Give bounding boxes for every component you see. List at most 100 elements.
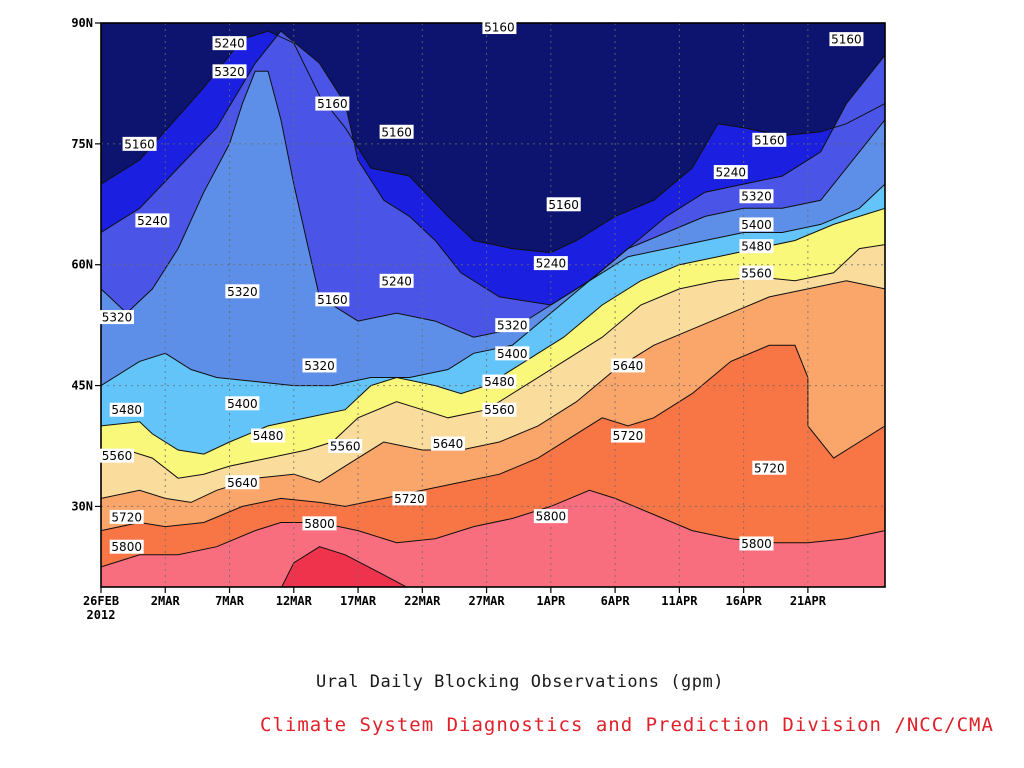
contour-label-text: 5160 (831, 33, 862, 47)
contour-label-text: 5400 (227, 397, 258, 411)
contour-label-box (752, 132, 787, 147)
x-tick-label: 2MAR (151, 594, 181, 608)
x-tick-label: 11APR (661, 594, 698, 608)
contour-labels: 5160 5240 5320 5160 5160 5160 5160 5160 5160 5240… (100, 20, 864, 554)
contour-label-text: 5320 (214, 65, 245, 79)
contour-label: 5160 (482, 20, 517, 35)
contour-label: 5640 (225, 475, 260, 490)
contour-label-text: 5560 (102, 449, 133, 463)
contour-label-box (212, 64, 247, 79)
contour-label: 5560 (328, 439, 363, 454)
contour-label-text: 5160 (548, 198, 579, 212)
y-tick-label: 30N (71, 499, 93, 513)
contour-label-text: 5640 (613, 359, 644, 373)
contour-label: 5640 (610, 358, 645, 373)
contour-label-text: 5160 (754, 133, 785, 147)
contour-label: 5640 (431, 436, 466, 451)
contour-label: 5160 (829, 32, 864, 47)
contour-line (101, 207, 885, 455)
contour-label-text: 5160 (381, 125, 412, 139)
contour-label-box (109, 539, 144, 554)
contour-label: 5240 (713, 165, 748, 180)
contour-label: 5720 (752, 460, 787, 475)
contour-label: 5160 (546, 197, 581, 212)
contour-label: 5320 (225, 284, 260, 299)
contour-label: 5560 (482, 402, 517, 417)
contour-label-text: 5800 (111, 540, 142, 554)
contour-label-text: 5240 (715, 166, 746, 180)
contour-label-text: 5240 (137, 214, 168, 228)
contour-label-box (225, 475, 260, 490)
contour-label: 5320 (739, 189, 774, 204)
contour-label-text: 5720 (394, 492, 425, 506)
contour-label: 5320 (495, 318, 530, 333)
contour-label: 5800 (739, 536, 774, 551)
contour-label-box (546, 197, 581, 212)
contour-label-text: 5720 (613, 429, 644, 443)
contour-label-box (392, 491, 427, 506)
contour-label-box (482, 402, 517, 417)
x-tick-label: 17MAR (340, 594, 377, 608)
contour-label: 5240 (379, 273, 414, 288)
chart-title: Ural Daily Blocking Observations (gpm) (316, 672, 724, 692)
contour-label: 5240 (135, 213, 170, 228)
contour-label-box (122, 136, 157, 151)
contour-label: 5560 (100, 448, 134, 463)
x-year-label: 2012 (87, 608, 116, 622)
contour-label: 5720 (392, 491, 427, 506)
contour-label: 5240 (212, 36, 247, 51)
contour-label: 5160 (122, 136, 157, 151)
contour-label-text: 5560 (330, 440, 361, 454)
y-axis: 30N 45N 60N 75N 90N (71, 16, 101, 513)
contour-label-text: 5720 (111, 510, 142, 524)
contour-label-text: 5720 (754, 461, 785, 475)
contour-label-text: 5640 (227, 476, 258, 490)
x-tick-label: 7MAR (215, 594, 245, 608)
x-tick-label: 22MAR (404, 594, 441, 608)
contour-label-text: 5560 (741, 266, 772, 280)
contour-line (101, 70, 885, 338)
contour-label-box (482, 374, 517, 389)
contour-label: 5320 (100, 310, 134, 325)
contour-label-box (379, 124, 414, 139)
contour-label-text: 5800 (536, 510, 567, 524)
contour-label-box (225, 284, 260, 299)
contour-label-text: 5480 (484, 375, 515, 389)
contour-label: 5720 (109, 509, 144, 524)
contour-label: 5480 (482, 374, 517, 389)
contour-label-box (752, 460, 787, 475)
contour-label-box (610, 428, 645, 443)
contour-label-box (739, 217, 774, 232)
contour-label-box (739, 265, 774, 280)
y-tick-label: 90N (71, 16, 93, 30)
contour-label-box (431, 436, 466, 451)
contour-label-text: 5800 (741, 537, 772, 551)
contour-label-box (315, 96, 350, 111)
contour-line (101, 344, 885, 532)
y-tick-label: 45N (71, 379, 93, 393)
contour-label-box (302, 358, 337, 373)
contour-label-box (251, 428, 286, 443)
contour-label-box (495, 318, 530, 333)
contour-label-box (100, 310, 134, 325)
contour-label-text: 5160 (124, 137, 155, 151)
contour-label-text: 5320 (741, 190, 772, 204)
contour-label: 5480 (251, 428, 286, 443)
x-tick-label: 26FEB (83, 594, 119, 608)
contour-label-text: 5160 (484, 21, 515, 35)
contour-label: 5320 (302, 358, 337, 373)
contour-label-box (739, 536, 774, 551)
contour-label: 5480 (109, 402, 144, 417)
contour-label-text: 5320 (227, 285, 258, 299)
contour-label-text: 5320 (497, 319, 528, 333)
contour-label: 5160 (315, 292, 350, 307)
contour-label-text: 5800 (304, 517, 335, 531)
contour-label-text: 5240 (214, 37, 245, 51)
contour-label-text: 5640 (433, 437, 464, 451)
y-tick-label: 75N (71, 137, 93, 151)
contour-label-box (225, 396, 260, 411)
contour-label: 5320 (212, 64, 247, 79)
contour-label: 5400 (225, 396, 260, 411)
contour-label: 5160 (752, 132, 787, 147)
contour-label: 5400 (495, 346, 530, 361)
